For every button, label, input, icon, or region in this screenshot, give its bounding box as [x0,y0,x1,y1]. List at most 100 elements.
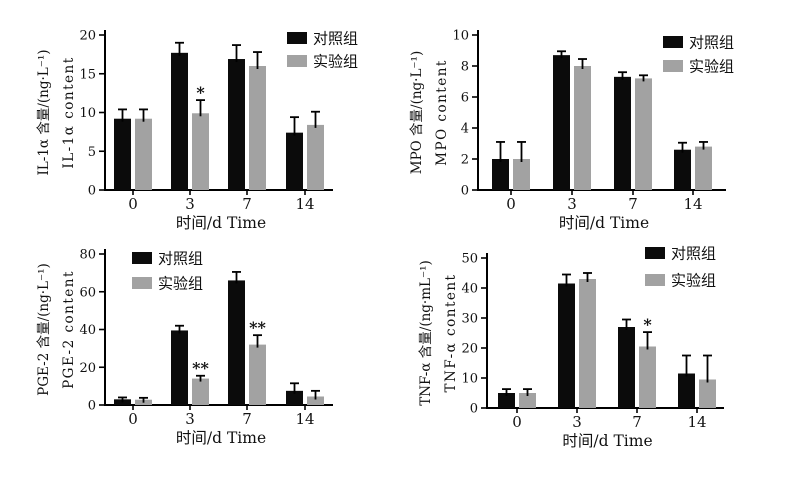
bar-experimental-14d [695,146,712,190]
bar-experimental-3d [579,279,596,408]
x-tick-label: 14 [683,195,702,213]
x-tick-label: 3 [185,410,195,428]
y-tick-label: 40 [79,323,96,338]
legend-label-control: 对照组 [689,34,734,52]
bar-control-14d [678,373,695,408]
y-tick-label: 20 [79,361,96,376]
bar-control-3d [553,55,570,191]
y-tick-label: 0 [88,399,96,414]
legend-swatch-experimental [132,277,152,289]
y-tick-label: 60 [79,285,96,300]
legend-label-control: 对照组 [158,250,203,268]
x-tick-label: 0 [128,410,138,428]
bar-control-7d [618,327,635,408]
bar-experimental-0d [513,159,530,190]
x-tick-label: 0 [128,195,138,213]
x-tick-label: 7 [628,195,638,213]
bar-control-14d [286,132,303,190]
significance-star: ** [249,318,266,337]
legend-label-experimental: 实验组 [689,58,734,76]
y-tick-label: 10 [452,29,469,44]
y-tick-label: 20 [79,29,96,44]
bar-control-0d [492,159,509,190]
legend-label-experimental: 实验组 [313,53,358,71]
x-axis-title: 时间/d Time [176,429,266,447]
y-axis-label-en: IL-1α content [61,56,77,168]
x-tick-label: 7 [242,410,252,428]
y-tick-label: 10 [461,372,478,387]
significance-star: * [643,315,652,334]
chart-il1a: 0 5 10 15 20 0 3 7 14 时间/d Time IL-1α 含量/(ng·L⁻¹) I… [36,29,358,233]
x-tick-label: 14 [295,195,314,213]
y-axis-label-cn: MPO 含量/(ng·L⁻¹) [409,51,425,174]
bar-experimental-0d [135,118,152,190]
chart-mpo: 0 2 4 6 8 10 0 3 7 14 时间/d Time MPO 含量/(ng·L⁻¹) MPO … [409,29,734,233]
legend-label-experimental: 实验组 [671,272,716,290]
bar-experimental-7d [249,344,266,405]
y-tick-label: 4 [461,122,469,137]
legend-label-control: 对照组 [313,30,358,48]
bar-experimental-3d [192,378,209,405]
bar-control-0d [498,393,515,408]
significance-star: ** [192,359,209,378]
x-tick-label: 3 [572,413,582,431]
x-tick-label: 14 [295,410,314,428]
x-axis-title: 时间/d Time [559,214,649,232]
legend-swatch-control [645,247,665,259]
bar-experimental-3d [192,113,209,190]
bar-experimental-14d [307,124,324,190]
y-tick-label: 80 [79,248,96,263]
y-tick-label: 6 [461,91,469,106]
y-tick-label: 30 [461,312,478,327]
bar-control-3d [558,283,575,408]
x-tick-label: 7 [242,195,252,213]
y-tick-label: 5 [88,145,96,160]
bar-experimental-7d [635,78,652,190]
bar-control-7d [228,59,245,191]
y-axis-label-en: TNF-α content [443,274,459,393]
bar-experimental-7d [249,66,266,190]
x-tick-label: 0 [506,195,516,213]
bar-experimental-0d [519,393,536,408]
y-tick-label: 10 [79,106,96,121]
legend-swatch-control [287,32,307,44]
y-tick-label: 2 [461,153,469,168]
x-axis-title: 时间/d Time [562,432,652,450]
legend-label-control: 对照组 [671,245,716,263]
y-tick-label: 20 [461,342,478,357]
bar-control-3d [171,330,188,405]
y-axis-label-en: PGE-2 content [61,270,77,389]
x-tick-label: 3 [567,195,577,213]
bar-experimental-14d [699,379,716,408]
legend-swatch-control [132,252,152,264]
legend-swatch-experimental [287,55,307,67]
bar-control-7d [228,280,245,405]
bar-experimental-14d [307,396,324,405]
x-tick-label: 0 [512,413,522,431]
bar-control-0d [114,118,131,190]
y-tick-label: 50 [461,252,478,267]
bar-control-7d [614,76,631,190]
legend-swatch-control [663,36,683,48]
y-axis-label-cn: TNF-α 含量/(ng·mL⁻¹) [418,260,434,406]
chart-tnfa: 0 10 20 30 40 50 0 3 7 14 时间/d Time TNF-α 含量/(ng·mL… [418,245,724,450]
chart-pge2: 0 20 40 60 80 0 3 7 14 时间/d Time PGE-2 含量/(ng·L⁻¹)… [36,248,333,447]
y-tick-label: 0 [461,184,469,199]
x-tick-label: 3 [185,195,195,213]
x-axis-title: 时间/d Time [176,214,266,232]
bar-experimental-3d [574,66,591,190]
x-tick-label: 14 [687,413,706,431]
legend-swatch-experimental [645,274,665,286]
y-tick-label: 0 [470,402,478,417]
y-tick-label: 0 [88,184,96,199]
y-tick-label: 8 [461,60,469,75]
y-axis-label-en: MPO content [434,59,450,166]
bar-control-3d [171,52,188,191]
legend-label-experimental: 实验组 [158,275,203,293]
bar-experimental-7d [639,346,656,408]
x-tick-label: 7 [632,413,642,431]
bar-control-14d [286,390,303,405]
legend-swatch-experimental [663,60,683,72]
